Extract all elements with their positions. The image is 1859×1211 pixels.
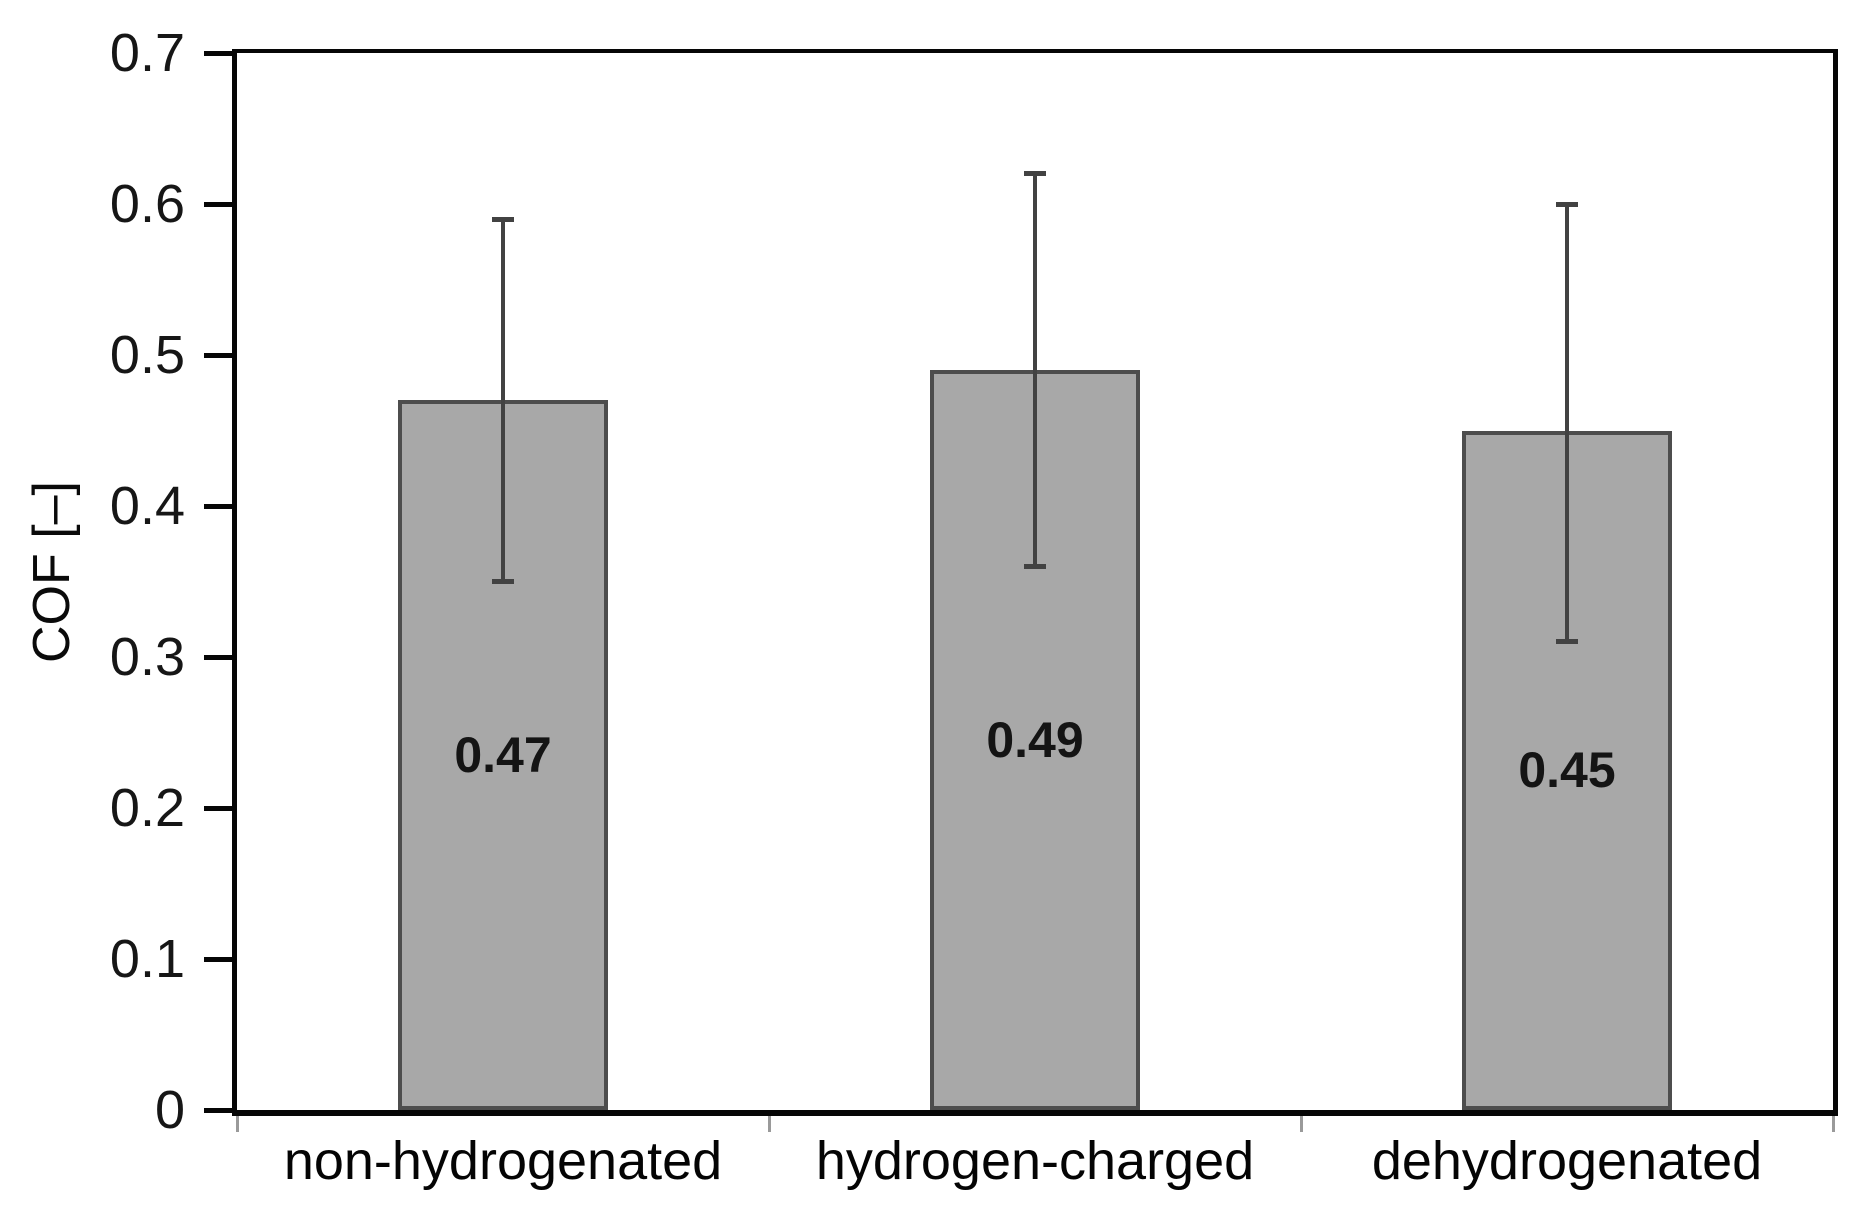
bar-value-label: 0.49 [986, 712, 1084, 769]
plot-area: 0 0.1 0.2 0.3 0.4 0.5 0.6 0.7 0.47 0.49 0.45 non-… [110, 26, 1838, 1191]
y-tick-mark [204, 352, 232, 358]
y-tick-label: 0.7 [109, 23, 185, 83]
y-tick-mark [204, 956, 232, 962]
y-tick-label: 0.2 [109, 778, 185, 838]
error-bar-cap-top [1556, 201, 1578, 207]
y-axis-title: COF [–] [23, 480, 81, 664]
bar-value-label: 0.45 [1518, 742, 1616, 799]
y-tick-label: 0 [154, 1080, 185, 1140]
error-bar-line [1033, 173, 1037, 567]
x-tick-mark [1831, 1116, 1835, 1132]
y-tick-label: 0.6 [109, 174, 185, 234]
error-bar-cap-top [1024, 171, 1046, 177]
bar-value-label: 0.47 [454, 727, 552, 784]
y-tick-label: 0.3 [109, 627, 185, 687]
y-tick-mark [204, 201, 232, 207]
y-tick-mark [204, 503, 232, 509]
x-tick-mark [767, 1116, 771, 1132]
error-bar-cap-bottom [1556, 639, 1578, 645]
error-bar-cap-bottom [492, 579, 514, 584]
y-tick-mark [204, 805, 232, 811]
x-category-label: non-hydrogenated [283, 1131, 723, 1191]
error-bar-cap-top [492, 216, 514, 222]
y-tick-label: 0.4 [109, 476, 185, 536]
bar-non-hydrogenated [398, 400, 608, 1110]
x-category-label: hydrogen-charged [815, 1131, 1255, 1191]
error-bar-line [501, 219, 505, 582]
x-tick-mark [1299, 1116, 1303, 1132]
y-tick-mark [204, 1107, 232, 1113]
error-bar-cap-bottom [1024, 563, 1046, 569]
y-tick-mark [204, 654, 232, 660]
y-tick-mark [204, 50, 232, 56]
x-category-label: dehydrogenated [1371, 1131, 1763, 1191]
y-tick-label: 0.1 [109, 929, 185, 989]
y-tick-label: 0.5 [109, 325, 185, 385]
error-bar-line [1565, 204, 1569, 642]
x-tick-mark [235, 1116, 239, 1132]
